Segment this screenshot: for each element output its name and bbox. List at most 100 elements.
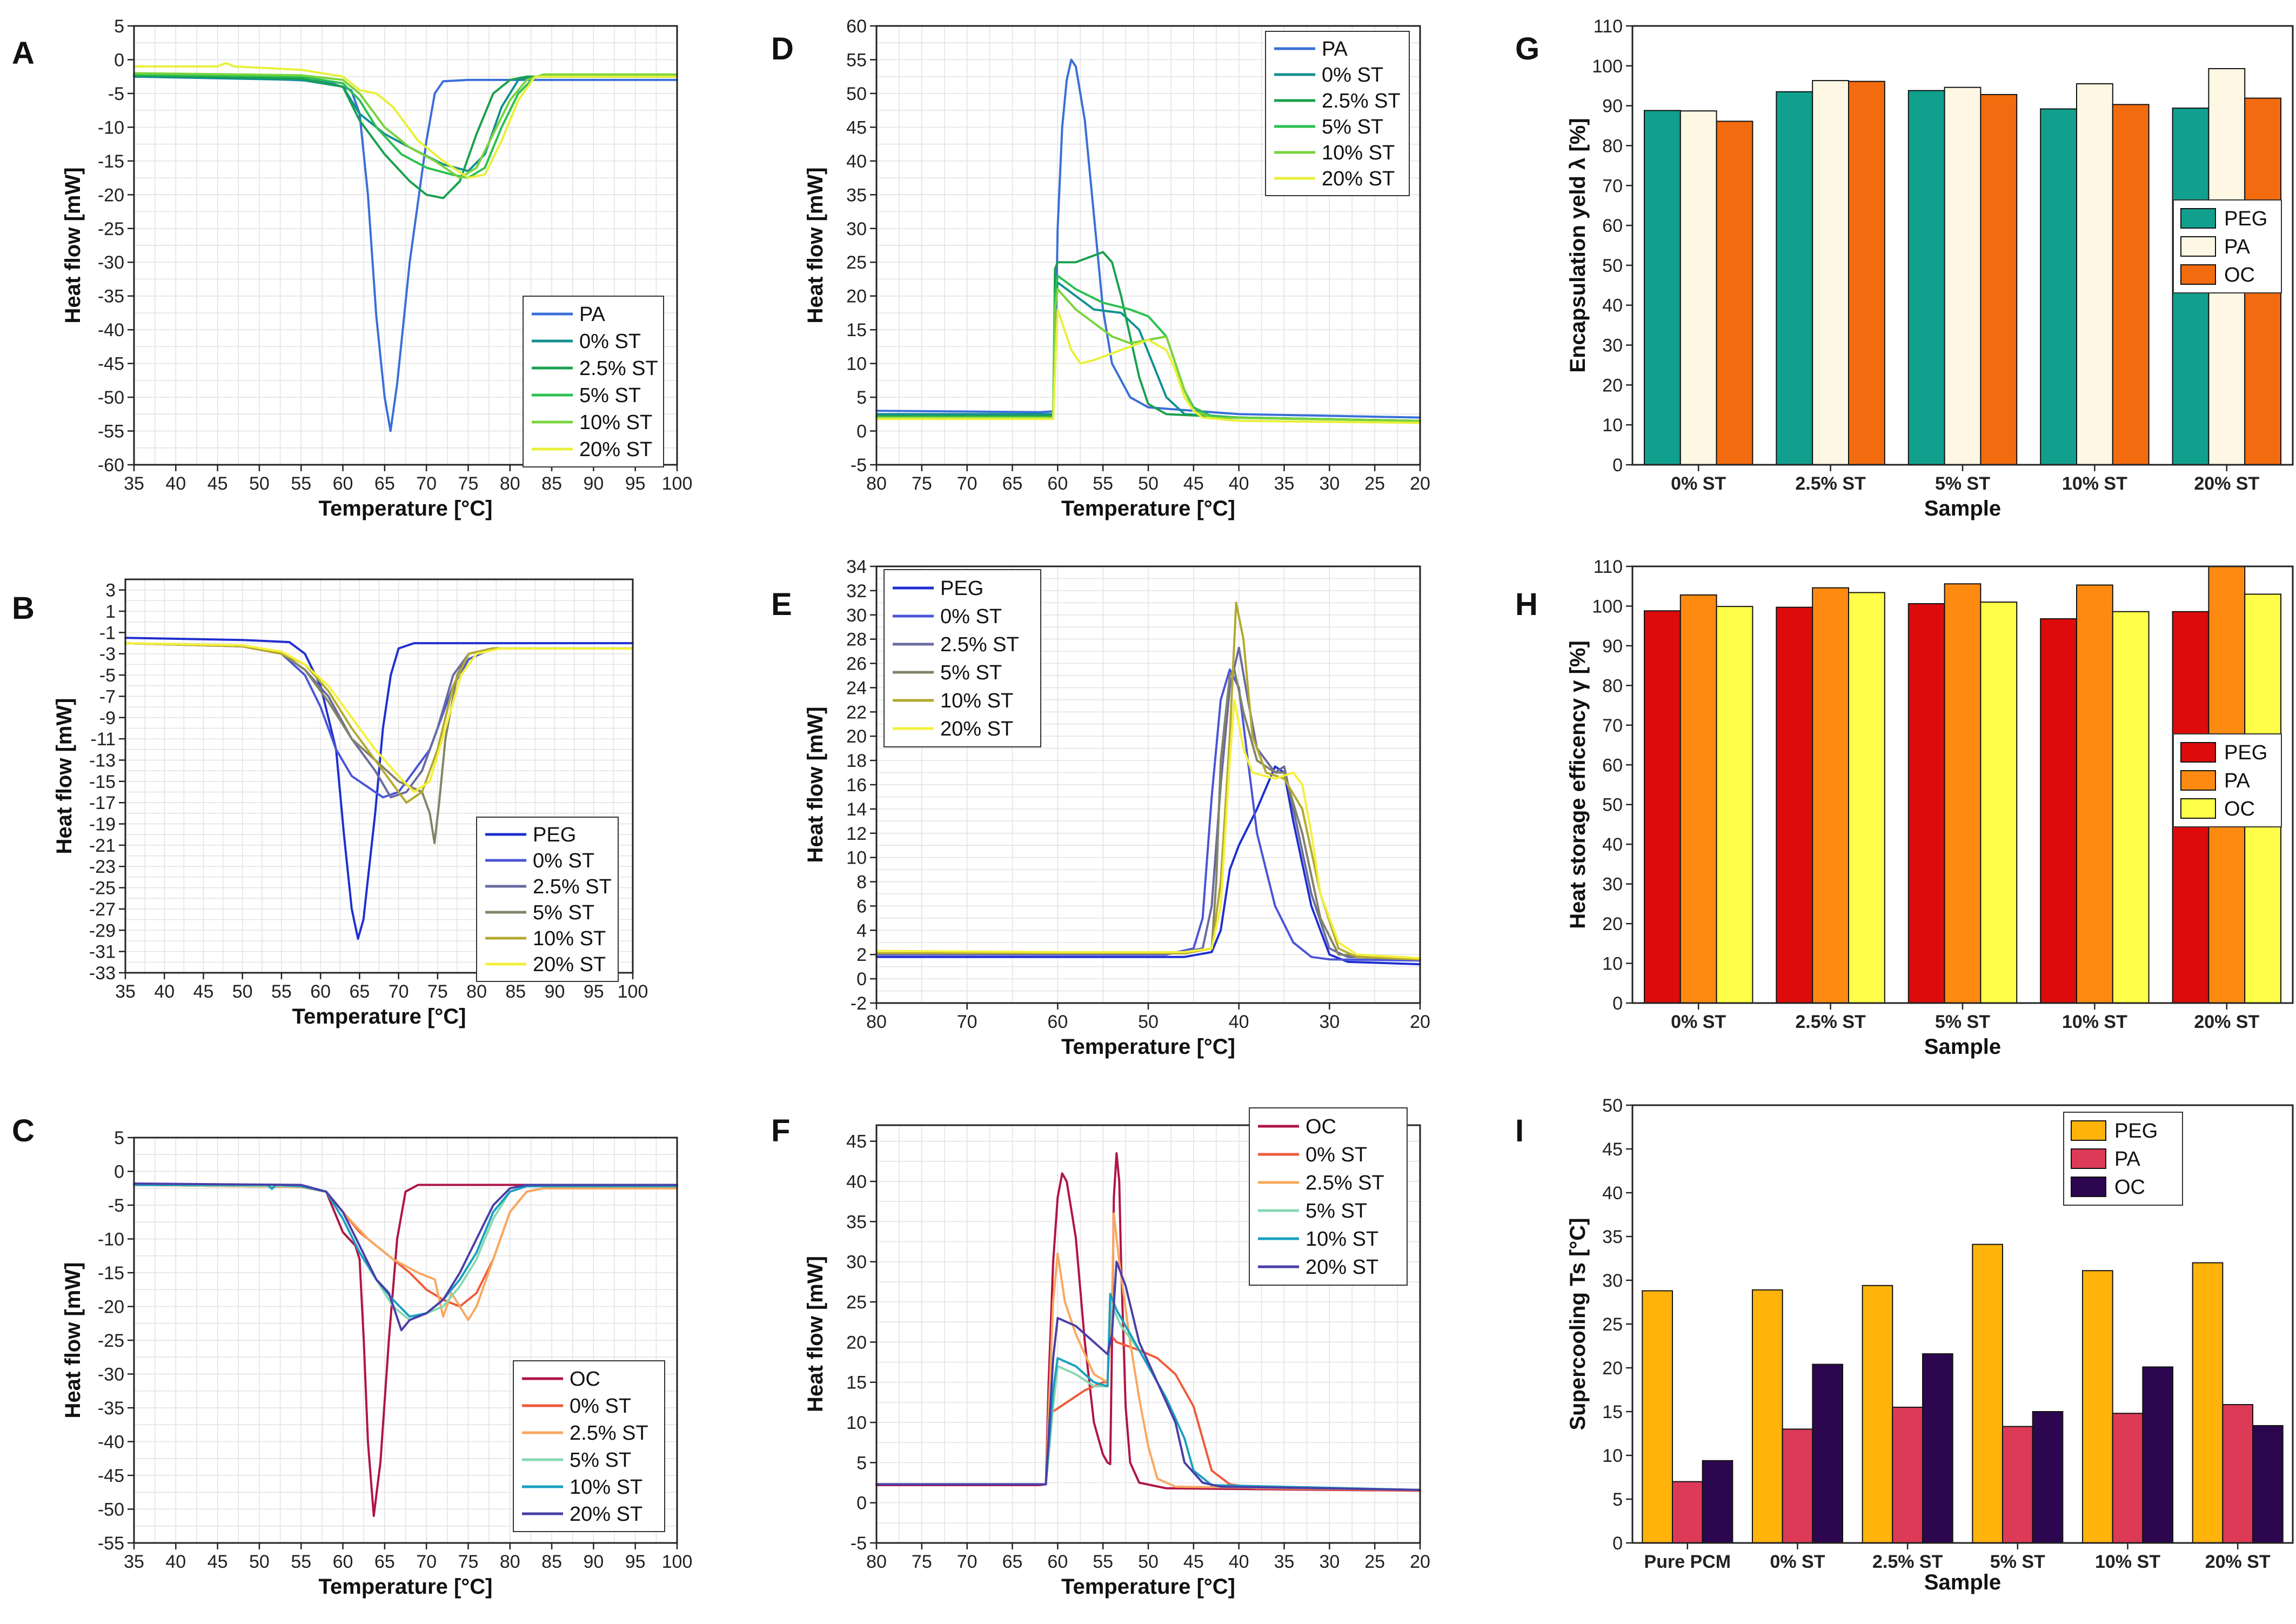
x-tick-label: 60 <box>333 1552 353 1572</box>
x-tick-label: 40 <box>1229 1552 1249 1572</box>
y-tick-label: 0 <box>856 422 867 442</box>
y-tick-label: 30 <box>846 1252 867 1273</box>
bar-pa <box>2112 1413 2144 1543</box>
y-axis-title: Heat flow [mW] <box>804 707 827 863</box>
series-line-peg <box>875 765 1421 966</box>
category-label: Pure PCM <box>1644 1552 1731 1572</box>
plot-frame <box>133 25 678 466</box>
legend-label: OC <box>2114 1176 2145 1199</box>
legend-label: 2.5% ST <box>570 1422 648 1445</box>
panel-letter: E <box>771 587 792 622</box>
legend-box <box>513 1360 665 1532</box>
bar-pa <box>1812 587 1850 1004</box>
plot-frame <box>1631 1104 2294 1544</box>
x-tick-label: 45 <box>193 981 214 1002</box>
plot-frame <box>875 1124 1421 1544</box>
series-line-20-st <box>875 1260 1421 1491</box>
y-tick-label: -9 <box>99 708 116 729</box>
y-tick-label: 50 <box>846 84 867 104</box>
legend: OC 0% ST 2.5% ST 5% ST 10% ST 20% ST <box>1249 1107 1408 1286</box>
x-tick-label: 75 <box>458 1552 479 1572</box>
plot-frame <box>124 578 634 974</box>
bar-oc <box>2032 1411 2064 1543</box>
y-tick-label: -55 <box>98 1533 124 1554</box>
series-line-10-st <box>124 642 634 804</box>
series-line-20-st <box>124 642 634 793</box>
panel-g: G 0 10 20 30 40 50 60 70 80 90 100 110 0% ST 2.5% ST 5%… <box>1515 16 2294 520</box>
y-tick-label: -20 <box>98 1297 124 1318</box>
x-tick-label: 90 <box>583 473 604 494</box>
y-tick-label: 35 <box>1602 1227 1623 1247</box>
x-tick-label: 35 <box>1274 473 1295 494</box>
bar-oc <box>1848 592 1885 1004</box>
legend-label: 2.5% ST <box>1322 90 1401 112</box>
y-tick-label: 50 <box>1602 795 1623 816</box>
bar-oc <box>1812 1364 1844 1544</box>
x-tick-label: 50 <box>1138 1012 1159 1032</box>
y-tick-label: -40 <box>98 320 124 340</box>
y-tick-label: 100 <box>1592 596 1623 617</box>
bar-oc <box>1922 1353 1953 1544</box>
panel-a: A35 40 45 50 55 60 65 70 75 80 85 90 95 100-60-55-50-… <box>12 16 692 520</box>
y-tick-label: 10 <box>846 354 867 375</box>
y-tick-label: -11 <box>90 729 116 750</box>
x-tick-label: 50 <box>249 1552 270 1572</box>
x-tick-label: 50 <box>1138 1552 1159 1572</box>
series-line-20-st <box>875 308 1421 424</box>
x-tick-label: 50 <box>232 981 253 1002</box>
y-tick-label: 24 <box>846 678 867 698</box>
series-line-10-st <box>875 1293 1421 1491</box>
x-tick-label: 75 <box>458 473 479 494</box>
legend-label: 0% ST <box>1322 64 1383 86</box>
y-tick-label: 2 <box>856 945 867 965</box>
y-tick-label: -2 <box>851 993 867 1014</box>
x-axis-title: Temperature [°C] <box>292 1005 466 1028</box>
legend-swatch <box>2071 1177 2106 1197</box>
x-tick-label: 90 <box>583 1552 604 1572</box>
legend-label: 2.5% ST <box>1306 1172 1384 1194</box>
bar-pa <box>1892 1406 1924 1543</box>
legend-label: PA <box>1322 38 1348 61</box>
x-tick-label: 30 <box>1319 1012 1340 1032</box>
y-tick-label: 0 <box>1612 1533 1623 1554</box>
panel-f: F 20 25 30 35 40 45 50 55 60 65 70 75 80-5 0 5 10 15 20 25 3… <box>771 1107 1430 1599</box>
category-label: 20% ST <box>2194 473 2259 494</box>
legend-label: 5% ST <box>940 661 1002 684</box>
legend-label: 0% ST <box>940 605 1002 628</box>
x-axis-title: Sample <box>1924 497 2001 520</box>
y-tick-label: 25 <box>846 252 867 273</box>
series-line-oc <box>875 1152 1421 1492</box>
y-tick-label: -25 <box>98 219 124 239</box>
x-tick-label: 40 <box>1229 473 1249 494</box>
y-tick-label: -25 <box>89 878 116 899</box>
y-tick-label: -5 <box>108 1195 124 1216</box>
legend-label: 5% ST <box>570 1449 631 1472</box>
y-tick-label: 80 <box>1602 676 1623 696</box>
bar-pa <box>2002 1426 2033 1544</box>
panel-letter: A <box>12 36 35 71</box>
x-tick-label: 25 <box>1364 473 1385 494</box>
y-tick-label: -23 <box>89 857 116 877</box>
y-axis-title: Heat flow [mW] <box>804 1256 827 1412</box>
x-tick-label: 40 <box>154 981 175 1002</box>
category-label: 2.5% ST <box>1795 1012 1866 1032</box>
y-tick-label: 16 <box>846 775 867 796</box>
y-tick-label: 8 <box>856 872 867 893</box>
legend-label: PEG <box>940 577 983 600</box>
panel-letter: I <box>1515 1113 1524 1148</box>
bar-pa <box>2076 83 2113 465</box>
y-tick-label: -5 <box>108 84 124 104</box>
y-tick-label: 1 <box>105 602 116 622</box>
y-tick-label: 70 <box>1602 176 1623 196</box>
x-tick-label: 55 <box>1093 473 1113 494</box>
legend-label: PEG <box>2224 741 2267 764</box>
y-tick-label: 10 <box>1602 1446 1623 1466</box>
category-label: 20% ST <box>2205 1552 2271 1572</box>
x-tick-label: 70 <box>389 981 409 1002</box>
y-tick-label: 0 <box>1612 993 1623 1014</box>
x-tick-label: 60 <box>1047 1012 1068 1032</box>
y-tick-label: 30 <box>1602 336 1623 356</box>
legend-label: 20% ST <box>533 953 606 976</box>
plot-frame <box>1631 565 2294 1004</box>
y-tick-label: -35 <box>98 286 124 307</box>
